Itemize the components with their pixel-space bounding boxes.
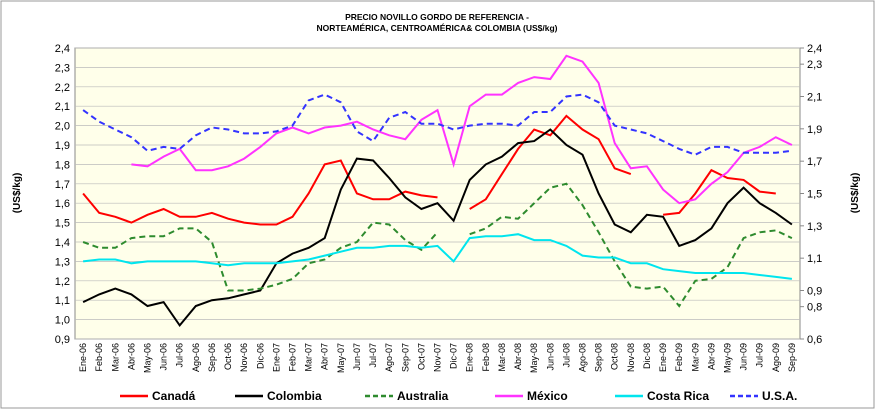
- y-tick-label: 1,5: [55, 218, 70, 230]
- y-tick-label: 1,4: [55, 237, 70, 249]
- x-tick-label: Jun-07: [352, 343, 362, 371]
- x-tick-label: Abr-08: [513, 343, 523, 370]
- x-tick-label: Sep-07: [400, 343, 410, 372]
- x-tick-label: Feb-09: [674, 343, 684, 372]
- x-tick-label: Sep-06: [207, 343, 217, 372]
- x-tick-label: Oct-07: [416, 343, 426, 370]
- x-tick-label: Feb-08: [481, 343, 491, 372]
- x-tick-label: Ene-09: [658, 343, 668, 372]
- legend-label: U.S.A.: [762, 389, 797, 403]
- x-tick-label: Ago-09: [771, 343, 781, 372]
- y-tick-label: 1,6: [55, 198, 70, 210]
- legend-label: Colombia: [267, 389, 322, 403]
- x-tick-label: Ago-06: [191, 343, 201, 372]
- x-tick-label: Abr-09: [706, 343, 716, 370]
- y-tick-label: 0,9: [55, 334, 70, 346]
- x-tick-label: Feb-07: [288, 343, 298, 372]
- x-tick-label: Ene-06: [78, 343, 88, 372]
- x-tick-label: Feb-06: [94, 343, 104, 372]
- y-tick-label: 1,8: [55, 159, 70, 171]
- x-tick-label: May-08: [529, 343, 539, 373]
- series-line: [82, 128, 793, 328]
- y2-tick-label: 1,5: [807, 189, 822, 201]
- y2-tick-label: 1,1: [807, 253, 822, 265]
- x-tick-label: Jul-08: [561, 343, 571, 368]
- x-tick-label: Abr-06: [126, 343, 136, 370]
- y-tick-label: 1,0: [55, 315, 70, 327]
- x-tick-label: Oct-08: [610, 343, 620, 370]
- x-tick-label: Sep-09: [787, 343, 797, 372]
- y-tick-label: 2,2: [55, 82, 70, 94]
- series-line: [131, 54, 793, 205]
- y2-tick-label: 2,4: [807, 43, 822, 55]
- x-tick-label: Jun-08: [545, 343, 555, 371]
- y2-tick-label: 2,1: [807, 92, 822, 104]
- y-tick-label: 2,1: [55, 101, 70, 113]
- y2-tick-label: 2,3: [807, 59, 822, 71]
- plot-area: [74, 47, 801, 340]
- x-tick-label: Ene-08: [465, 343, 475, 372]
- x-tick-label: Mar-06: [110, 343, 120, 372]
- y-tick-label: 2,0: [55, 121, 70, 133]
- y2-tick-label: 1,7: [807, 156, 822, 168]
- y2-tick-label: 0,6: [807, 334, 822, 346]
- series-line: [82, 233, 793, 280]
- chart-title: PRECIO NOVILLO GORDO DE REFERENCIA -: [345, 12, 529, 22]
- legend-label: Australia: [397, 389, 449, 403]
- legend-label: Costa Rica: [647, 389, 709, 403]
- chart-subtitle: NORTEAMÉRICA, CENTROAMÉRICA& COLOMBIA (U…: [317, 23, 558, 33]
- x-tick-label: May-06: [143, 343, 153, 373]
- y-tick-label: 1,7: [55, 179, 70, 191]
- x-tick-label: Nov-08: [626, 343, 636, 372]
- series-line: [82, 182, 793, 308]
- x-tick-label: Dic-08: [642, 343, 652, 369]
- x-tick-label: Ene-07: [271, 343, 281, 372]
- x-tick-label: Mar-09: [690, 343, 700, 372]
- y-tick-label: 1,1: [55, 295, 70, 307]
- legend-label: Canadá: [152, 389, 196, 403]
- x-tick-label: May-09: [723, 343, 733, 373]
- x-tick-label: Dic-07: [449, 343, 459, 369]
- y2-tick-label: 0,8: [807, 302, 822, 314]
- y-tick-label: 1,2: [55, 276, 70, 288]
- x-tick-label: Jul-06: [175, 343, 185, 368]
- x-tick-label: Abr-07: [320, 343, 330, 370]
- x-tick-label: Ago-08: [578, 343, 588, 372]
- x-tick-label: Nov-06: [239, 343, 249, 372]
- x-tick-label: Jul-09: [755, 343, 765, 368]
- x-tick-label: Mar-08: [497, 343, 507, 372]
- y2-tick-label: 0,9: [807, 286, 822, 298]
- x-tick-label: Oct-06: [223, 343, 233, 370]
- x-tick-label: Jun-09: [739, 343, 749, 371]
- y-axis-label: (US$/kg): [12, 173, 23, 214]
- y2-tick-label: 1,3: [807, 221, 822, 233]
- y-tick-label: 2,3: [55, 62, 70, 74]
- x-tick-label: Sep-08: [594, 343, 604, 372]
- x-tick-label: May-07: [336, 343, 346, 373]
- x-tick-label: Mar-07: [304, 343, 314, 372]
- x-tick-label: Jun-06: [159, 343, 169, 371]
- x-tick-label: Ago-07: [384, 343, 394, 372]
- x-tick-label: Jul-07: [368, 343, 378, 368]
- y2-axis-label: (US$/kg): [850, 173, 861, 214]
- legend-label: México: [527, 389, 568, 403]
- y2-tick-label: 1,9: [807, 124, 822, 136]
- x-tick-label: Nov-07: [433, 343, 443, 372]
- series-line: [82, 114, 776, 226]
- x-tick-label: Dic-06: [255, 343, 265, 369]
- y-tick-label: 2,4: [55, 43, 70, 55]
- y-tick-label: 1,9: [55, 140, 70, 152]
- y-tick-label: 1,3: [55, 256, 70, 268]
